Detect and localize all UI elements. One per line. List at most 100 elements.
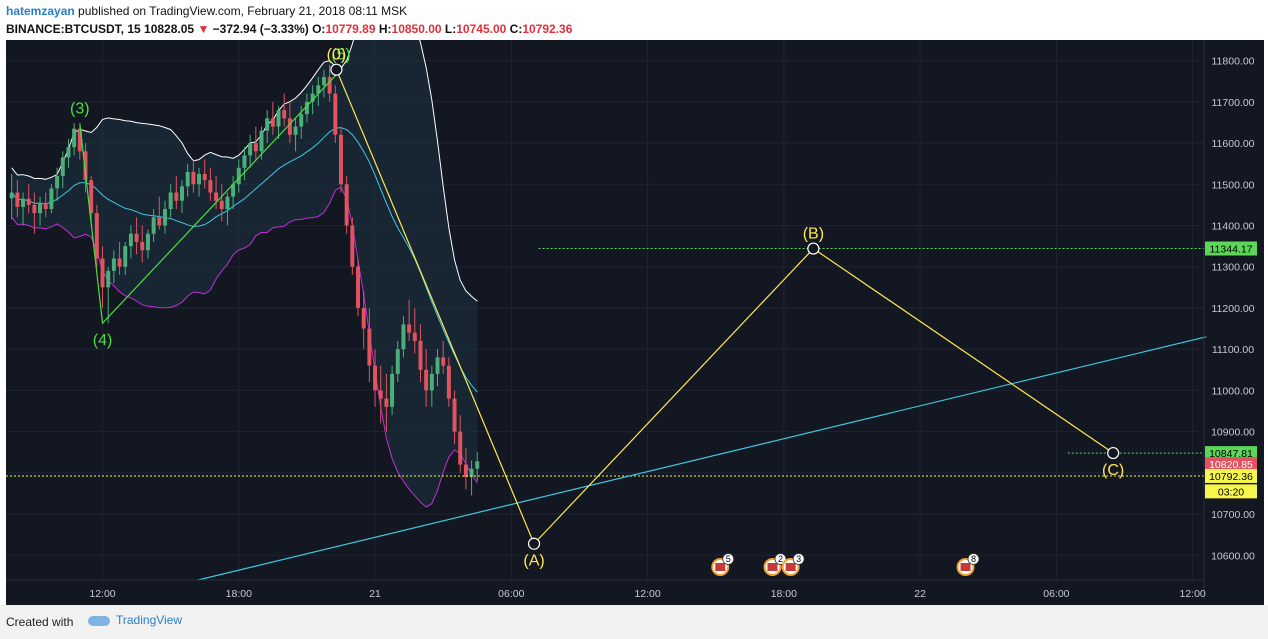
candle-body [123,246,128,267]
candle-body [463,464,468,477]
candle-body [356,266,361,308]
candle-body [350,225,355,267]
yellow-wave-path [335,69,1114,545]
candle-body [475,461,480,469]
event-badge [967,553,980,565]
price-tick-label: 11500.00 [1211,179,1254,191]
wave-point-marker [807,242,820,255]
candle-body [304,101,309,115]
bollinger-fill [11,0,478,507]
candle-body [390,373,395,407]
price-tick-label: 11600.00 [1211,138,1254,150]
bollinger-lower-line [11,186,478,508]
candle-body [327,77,332,94]
candle-body [89,180,94,214]
candle-body [265,118,270,131]
candle-body [236,167,241,185]
price-axis-background [1204,40,1264,605]
price-tick-label: 10900.00 [1211,427,1255,439]
candle-body [344,184,349,226]
price-tick-label: 11200.00 [1211,303,1254,315]
time-axis[interactable]: 12:00 18:00 21 06:00 12:00 18:00 22 06:00 12:00 [6,579,1206,600]
time-tick-label: 18:00 [771,588,797,600]
candle-body [429,373,434,391]
candle-body [373,365,378,391]
price-chart[interactable]: (3) (4) (5)(0) (A) (B) (C) 5 2 3 8 10600.00 10700… [0,0,1268,605]
candle-body [225,196,230,210]
candle-body [77,128,82,152]
tradingview-logo-text: TradingView [116,613,183,627]
candle-body [32,204,37,214]
low-label: L: [444,22,457,36]
trendline [197,336,1207,581]
candle-body [106,270,111,288]
candle-body [49,188,54,210]
price-tick-label: 11400.00 [1211,220,1254,232]
candle-body [208,180,213,193]
candle-body [174,192,179,201]
wave-label: (5) [331,47,351,64]
candle-body [180,186,184,201]
wave-label: (0) [327,47,347,64]
candle-body [231,184,236,197]
candle-body [15,192,20,207]
author-name[interactable]: hatemzayan [6,4,75,18]
candle-body [253,143,258,152]
event-badge [774,553,787,565]
time-tick-label: 12:00 [634,588,660,600]
bollinger-band-fill [11,0,478,507]
candle-body [197,173,202,185]
candle-body [310,93,315,102]
time-tick-label: 06:00 [1043,588,1069,600]
candle-body [316,85,321,94]
wave-point-marker [1107,446,1120,460]
tradingview-cloud-icon [88,615,110,626]
wave-label: (B) [803,226,824,243]
price-marker-tag [1205,446,1257,461]
candle-body [94,213,99,259]
price-marker-label: 10792.36 [1209,471,1253,483]
candle-body [162,209,167,226]
candle-body [9,192,14,199]
price-marker-tag [1205,468,1257,483]
candle-body [117,258,122,267]
candle-body [248,143,253,156]
economic-events: 5 2 3 8 [711,553,980,576]
price-change: −372.94 (−3.33%) [212,22,309,36]
candle-body [242,155,247,168]
price-marker-label: 10847.81 [1209,448,1253,460]
candle-body [157,217,162,226]
close-label: C: [509,22,523,36]
tradingview-logo[interactable]: TradingView [88,613,182,627]
us-flag-icon [715,563,726,571]
candle-body [361,307,366,329]
price-marker-tag [1205,457,1257,472]
candle-body [43,202,48,210]
open-value: 10779.89 [325,22,376,36]
candle-body [83,151,88,181]
candle-body [145,233,150,251]
price-marker-tag [1205,484,1257,499]
price-marker-label: 03:20 [1218,486,1244,498]
candle-body [287,118,292,135]
created-with-text: Created with [6,615,74,629]
time-tick-label: 12:00 [1180,588,1206,600]
candle-body [401,324,406,350]
symbol-label[interactable]: BINANCE:BTCUSDT, 15 [6,22,141,36]
candle-body [333,93,338,135]
price-marker-label: 10820.85 [1209,459,1253,471]
event-badge-count: 5 [726,554,731,564]
last-price: 10828.05 [144,22,195,36]
publish-line: hatemzayan published on TradingView.com,… [6,4,407,18]
event-badge [792,553,805,565]
candle-body [407,324,412,333]
candle-body [66,147,71,158]
candle-body [219,200,224,210]
wave-label: (3) [70,100,90,117]
published-text: published on TradingView.com, February 2… [78,4,408,18]
price-axis[interactable]: 10600.0010700.0010800.0010900.0011000.00… [1203,40,1257,600]
candle-body [111,258,116,271]
down-arrow-icon: ▼ [197,22,210,36]
candle-body [418,340,423,370]
candle-body [55,176,60,189]
